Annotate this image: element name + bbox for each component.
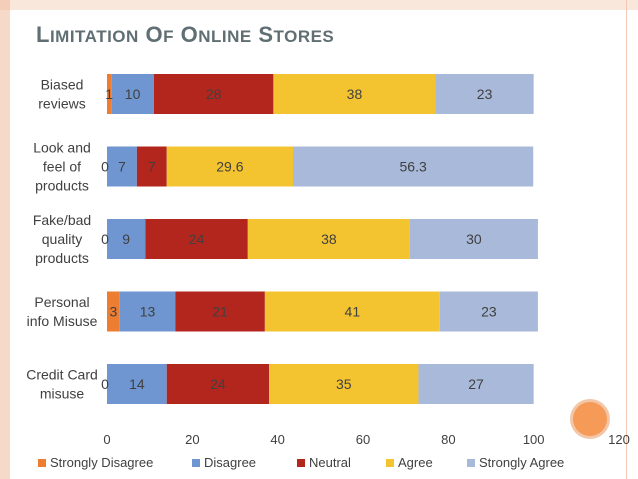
data-label: 7 — [148, 159, 156, 175]
data-label: 23 — [481, 304, 497, 320]
category-label-line: feel of — [43, 159, 81, 175]
bar-segment — [435, 74, 534, 114]
category-label-line: reviews — [38, 96, 85, 112]
x-tick-label: 20 — [185, 432, 199, 447]
bar-segment — [153, 74, 274, 114]
data-label: 0 — [101, 376, 109, 392]
data-label: 41 — [345, 304, 361, 320]
frame-left-accent — [0, 0, 10, 479]
category-label-line: info Misuse — [27, 313, 98, 329]
legend-label: Strongly Disagree — [50, 455, 153, 470]
category-label-line: Look and — [33, 140, 91, 156]
bar-segment — [247, 219, 410, 259]
legend-label: Neutral — [309, 455, 351, 470]
bar-segment — [107, 364, 167, 404]
frame-top-accent — [0, 0, 638, 10]
category-label-line: misuse — [40, 386, 85, 402]
bar-segment — [111, 74, 154, 114]
bar-segment — [264, 291, 440, 332]
slide-title: LIMITATION OF ONLINE STORES — [36, 22, 335, 47]
data-label: 0 — [101, 159, 109, 175]
category-label: Biased reviews — [38, 77, 85, 112]
category-label-line: Biased — [41, 77, 84, 93]
frame-right-line — [626, 0, 627, 479]
data-label: 38 — [347, 86, 363, 102]
legend-label: Strongly Agree — [479, 455, 564, 470]
category-label-line: Credit Card — [26, 367, 98, 383]
data-label: 24 — [210, 376, 226, 392]
legend-label: Disagree — [204, 455, 256, 470]
data-label: 13 — [140, 304, 156, 320]
data-label: 14 — [129, 376, 145, 392]
bar-segment — [273, 74, 436, 114]
category-label: Credit Card misuse — [26, 367, 98, 402]
data-label: 7 — [118, 159, 126, 175]
legend-swatch — [297, 459, 305, 467]
bar-segment — [293, 146, 534, 187]
legend-swatch — [386, 459, 394, 467]
bar-segment — [409, 219, 538, 259]
bar-segment — [136, 146, 167, 187]
bar-segment — [107, 291, 120, 332]
x-tick-label: 120 — [608, 432, 630, 447]
category-label-line: quality — [42, 231, 82, 247]
data-label: 0 — [101, 231, 109, 247]
data-label: 23 — [477, 86, 493, 102]
data-label: 35 — [336, 376, 352, 392]
data-label: 21 — [212, 304, 228, 320]
bar-segment — [439, 291, 538, 332]
data-label: 24 — [189, 231, 205, 247]
data-label: 29.6 — [216, 159, 243, 175]
category-label-line: products — [35, 250, 89, 266]
data-label: 28 — [206, 86, 222, 102]
legend-swatch — [192, 459, 200, 467]
bar-segment — [145, 219, 248, 259]
x-tick-label: 100 — [523, 432, 545, 447]
data-label: 10 — [125, 86, 141, 102]
bar-segment — [166, 146, 294, 187]
bar-segment — [119, 291, 176, 332]
bar-segment — [166, 364, 270, 404]
bar-segment — [269, 364, 419, 404]
bar-segment — [418, 364, 534, 404]
category-label-line: Fake/bad — [33, 212, 91, 228]
bar-segment — [107, 219, 146, 259]
x-tick-label: 40 — [270, 432, 284, 447]
data-label: 9 — [122, 231, 130, 247]
bar-segment — [107, 146, 137, 187]
bar-segment — [175, 291, 265, 332]
legend-swatch — [38, 459, 46, 467]
data-label: 27 — [468, 376, 484, 392]
category-label: Personal info Misuse — [27, 294, 98, 329]
x-tick-label: 80 — [441, 432, 455, 447]
data-label: 38 — [321, 231, 337, 247]
category-label-line: products — [35, 178, 89, 194]
x-tick-label: 0 — [103, 432, 110, 447]
decorative-circle — [570, 399, 610, 439]
category-label: Fake/bad quality products — [33, 212, 91, 266]
legend-swatch — [467, 459, 475, 467]
x-tick-label: 60 — [356, 432, 370, 447]
data-label: 56.3 — [400, 159, 427, 175]
bar-segment — [107, 74, 112, 114]
data-label: 3 — [110, 304, 118, 320]
data-label: 1 — [105, 86, 113, 102]
category-label-line: Personal — [34, 294, 89, 310]
category-label: Look and feel of products — [33, 140, 91, 194]
legend-label: Agree — [398, 455, 433, 470]
data-label: 30 — [466, 231, 482, 247]
